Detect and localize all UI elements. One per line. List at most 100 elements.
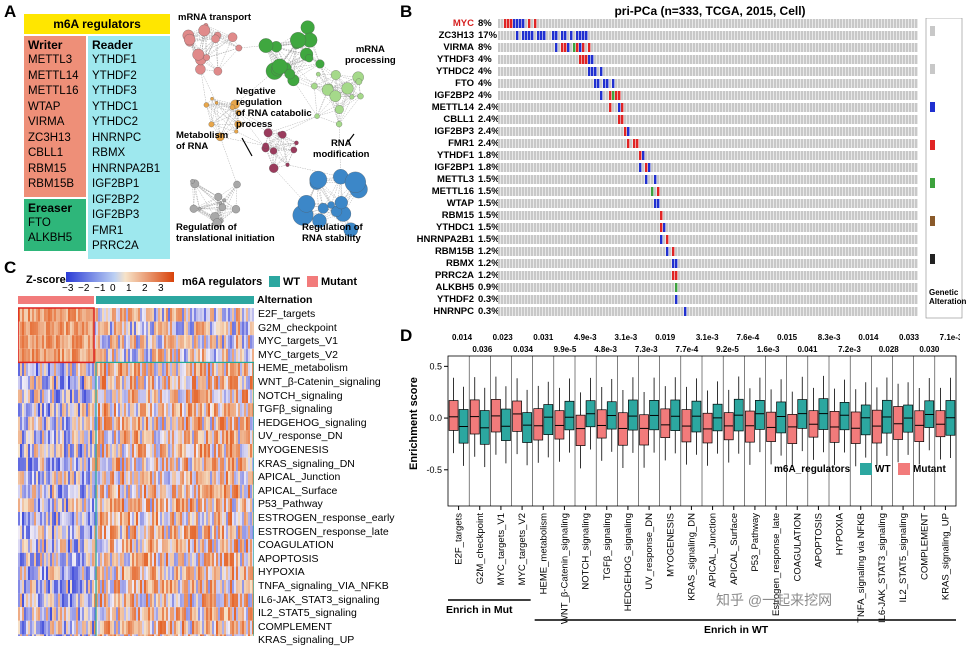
oncoprint-cell bbox=[558, 151, 560, 160]
oncoprint-cell bbox=[534, 79, 536, 88]
oncoprint-cell bbox=[549, 43, 551, 52]
heatmap-cell bbox=[110, 376, 112, 390]
oncoprint-cell bbox=[651, 295, 653, 304]
oncoprint-cell bbox=[846, 247, 848, 256]
oncoprint-cell bbox=[558, 259, 560, 268]
oncoprint-cell bbox=[768, 187, 770, 196]
oncoprint-cell bbox=[549, 283, 551, 292]
oncoprint-cell bbox=[816, 211, 818, 220]
oncoprint-cell bbox=[645, 55, 647, 64]
oncoprint-cell bbox=[846, 115, 848, 124]
oncoprint-cell bbox=[843, 67, 845, 76]
oncoprint-cell bbox=[732, 127, 734, 136]
oncoprint-cell bbox=[699, 259, 701, 268]
oncoprint-cell bbox=[660, 175, 662, 184]
oncoprint-cell bbox=[639, 175, 641, 184]
oncoprint-cell bbox=[780, 67, 782, 76]
oncoprint-cell bbox=[714, 151, 716, 160]
oncoprint-cell bbox=[639, 283, 641, 292]
oncoprint-cell bbox=[882, 223, 884, 232]
oncoprint-cell bbox=[732, 31, 734, 40]
oncoprint-cell bbox=[645, 283, 647, 292]
oncoprint-cell bbox=[624, 103, 626, 112]
oncoprint-cell bbox=[633, 67, 635, 76]
oncoprint-cell bbox=[783, 175, 785, 184]
oncoprint-cell bbox=[786, 139, 788, 148]
oncoprint-cell bbox=[909, 247, 911, 256]
oncoprint-cell bbox=[762, 307, 764, 316]
oncoprint-cell bbox=[723, 67, 725, 76]
oncoprint-cell bbox=[753, 151, 755, 160]
oncoprint-cell bbox=[618, 283, 620, 292]
oncoprint-cell bbox=[639, 187, 641, 196]
oncoprint-cell bbox=[711, 139, 713, 148]
oncoprint-cell bbox=[888, 271, 890, 280]
oncoprint-cell bbox=[501, 91, 503, 100]
oncoprint-cell bbox=[543, 19, 545, 28]
heatmap-cell bbox=[38, 335, 40, 349]
oncoprint-pct-ythdc2: 4% bbox=[478, 66, 492, 77]
heatmap-cell bbox=[58, 362, 60, 376]
oncoprint-cell bbox=[609, 283, 611, 292]
oncoprint-cell bbox=[564, 307, 566, 316]
heatmap-cell bbox=[30, 335, 32, 349]
oncoprint-cell bbox=[519, 163, 521, 172]
oncoprint-cell bbox=[843, 139, 845, 148]
oncoprint-cell bbox=[564, 163, 566, 172]
oncoprint-cell bbox=[912, 43, 914, 52]
oncoprint-cell bbox=[534, 259, 536, 268]
oncoprint-cell bbox=[723, 247, 725, 256]
heatmap-cell bbox=[110, 308, 112, 322]
oncoprint-cell bbox=[810, 79, 812, 88]
oncoprint-cell bbox=[564, 139, 566, 148]
oncoprint-cell bbox=[618, 295, 620, 304]
oncoprint-cell bbox=[555, 211, 557, 220]
oncoprint-pct-ythdf1: 1.8% bbox=[478, 150, 500, 161]
oncoprint-cell bbox=[816, 295, 818, 304]
heatmap-cell bbox=[204, 349, 206, 363]
oncoprint-cell bbox=[888, 259, 890, 268]
oncoprint-cell bbox=[582, 115, 584, 124]
oncoprint-cell bbox=[870, 103, 872, 112]
oncoprint-cell bbox=[870, 307, 872, 316]
oncoprint-cell bbox=[546, 31, 548, 40]
oncoprint-alteration bbox=[555, 43, 557, 52]
oncoprint-cell bbox=[792, 271, 794, 280]
oncoprint-cell bbox=[636, 91, 638, 100]
oncoprint-cell bbox=[612, 127, 614, 136]
oncoprint-cell bbox=[540, 79, 542, 88]
heatmap-cell bbox=[50, 308, 52, 322]
oncoprint-cell bbox=[570, 259, 572, 268]
heatmap-cell bbox=[218, 322, 220, 336]
oncoprint-cell bbox=[522, 79, 524, 88]
oncoprint-cell bbox=[795, 43, 797, 52]
oncoprint-cell bbox=[606, 307, 608, 316]
oncoprint-cell bbox=[906, 283, 908, 292]
oncoprint-cell bbox=[507, 115, 509, 124]
oncoprint-cell bbox=[750, 235, 752, 244]
oncoprint-cell bbox=[696, 67, 698, 76]
legend-swatch bbox=[930, 178, 935, 188]
oncoprint-cell bbox=[867, 67, 869, 76]
oncoprint-cell bbox=[801, 199, 803, 208]
oncoprint-cell bbox=[771, 199, 773, 208]
oncoprint-cell bbox=[723, 139, 725, 148]
oncoprint-cell bbox=[645, 31, 647, 40]
oncoprint-cell bbox=[813, 271, 815, 280]
oncoprint-cell bbox=[570, 127, 572, 136]
heatmap-cell bbox=[146, 362, 148, 376]
legend-swatch bbox=[930, 140, 935, 150]
oncoprint-cell bbox=[567, 115, 569, 124]
oncoprint-cell bbox=[771, 139, 773, 148]
oncoprint-cell bbox=[579, 271, 581, 280]
oncoprint-cell bbox=[804, 307, 806, 316]
oncoprint-cell bbox=[834, 19, 836, 28]
heatmap-cell bbox=[118, 335, 120, 349]
oncoprint-cell bbox=[501, 43, 503, 52]
oncoprint-cell bbox=[639, 211, 641, 220]
heatmap-cell bbox=[134, 335, 136, 349]
oncoprint-gene-myc: MYC bbox=[404, 18, 474, 29]
oncoprint-cell bbox=[831, 55, 833, 64]
oncoprint-cell bbox=[717, 223, 719, 232]
oncoprint-cell bbox=[783, 139, 785, 148]
